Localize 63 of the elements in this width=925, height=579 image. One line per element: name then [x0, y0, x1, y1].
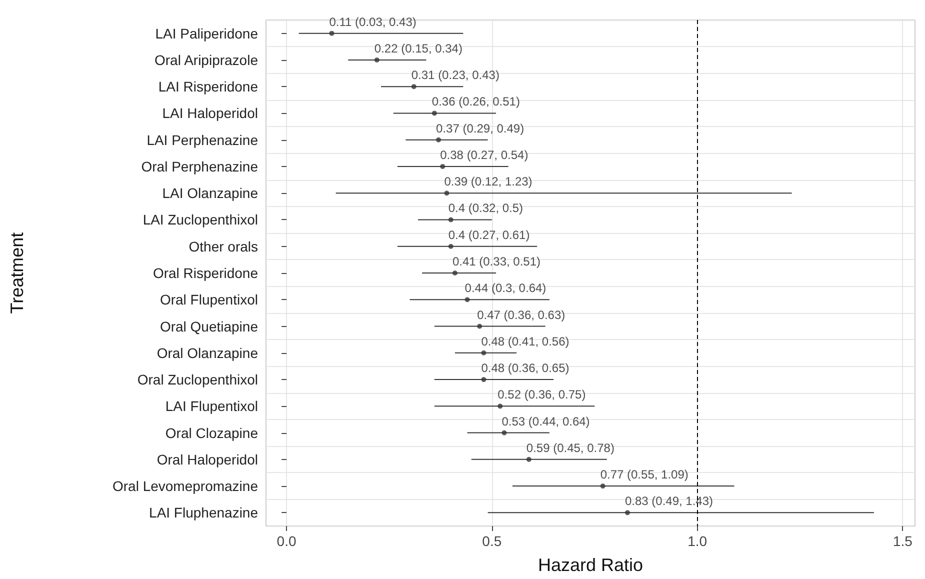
data-label: 0.53 (0.44, 0.64) — [502, 414, 590, 428]
y-tick-label: LAI Perphenazine — [146, 132, 258, 148]
y-tick-label: LAI Risperidone — [158, 78, 258, 95]
point — [448, 244, 454, 249]
point — [526, 456, 532, 462]
data-label: 0.41 (0.33, 0.51) — [452, 254, 541, 268]
y-tick-label: Oral Perphenazine — [141, 158, 258, 174]
y-tick-label: Other orals — [188, 238, 258, 254]
point — [502, 430, 507, 436]
data-label: 0.4 (0.32, 0.5) — [448, 201, 524, 216]
point — [498, 404, 503, 409]
y-tick-label: Oral Levomepromazine — [112, 478, 258, 494]
data-label: 0.11 (0.03, 0.43) — [329, 14, 416, 29]
y-tick-label: Oral Flupentixol — [160, 292, 258, 308]
y-axis-title: Treatment — [7, 232, 27, 314]
data-label: 0.39 (0.12, 1.23) — [444, 174, 532, 189]
point — [411, 84, 416, 90]
point — [464, 297, 470, 302]
y-tick-label: Oral Haloperidol — [156, 451, 258, 468]
y-tick-label: LAI Paliperidone — [155, 25, 258, 42]
point — [432, 110, 437, 116]
y-tick-label: LAI Fluphenazine — [149, 504, 258, 521]
y-tick-label: Oral Zuclopenthixol — [137, 372, 258, 388]
y-tick-label: LAI Zuclopenthixol — [142, 212, 258, 228]
data-label: 0.48 (0.36, 0.65) — [481, 361, 570, 376]
point — [374, 57, 380, 62]
data-label: 0.37 (0.29, 0.49) — [436, 121, 524, 136]
data-label: 0.52 (0.36, 0.75) — [498, 388, 586, 402]
data-label: 0.48 (0.41, 0.56) — [481, 334, 570, 348]
point — [481, 350, 486, 356]
data-label: 0.31 (0.23, 0.43) — [411, 68, 500, 82]
data-label: 0.83 (0.49, 1.43) — [624, 494, 714, 508]
point — [448, 217, 454, 222]
data-label: 0.59 (0.45, 0.78) — [526, 440, 614, 455]
data-label: 0.22 (0.15, 0.34) — [374, 41, 462, 56]
point — [440, 164, 446, 169]
x-tick-label: 0.0 — [276, 533, 296, 549]
point — [600, 484, 606, 489]
point — [329, 30, 334, 36]
y-tick-label: LAI Olanzapine — [162, 185, 258, 202]
data-label: 0.36 (0.26, 0.51) — [432, 94, 520, 109]
y-tick-label: Oral Quetiapine — [160, 318, 258, 334]
x-axis-title: Hazard Ratio — [538, 555, 644, 575]
x-tick-label: 1.5 — [892, 533, 913, 549]
point — [452, 270, 458, 276]
y-tick-label: Oral Aripiprazole — [154, 52, 258, 68]
x-tick-label: 0.5 — [482, 533, 502, 549]
y-tick-label: Oral Clozapine — [165, 424, 258, 441]
y-tick-label: LAI Flupentixol — [165, 398, 258, 414]
data-label: 0.38 (0.27, 0.54) — [440, 148, 528, 162]
point — [477, 324, 482, 329]
data-label: 0.47 (0.36, 0.63) — [477, 308, 566, 322]
point — [624, 510, 630, 516]
x-tick-label: 1.0 — [688, 533, 708, 549]
point — [481, 377, 486, 382]
data-label: 0.44 (0.3, 0.64) — [464, 281, 546, 296]
y-tick-label: LAI Haloperidol — [162, 105, 258, 122]
point — [436, 137, 442, 142]
point — [444, 190, 450, 196]
y-tick-label: Oral Olanzapine — [156, 344, 258, 361]
data-label: 0.77 (0.55, 1.09) — [600, 468, 688, 482]
data-label: 0.4 (0.27, 0.61) — [448, 228, 530, 242]
y-tick-label: Oral Risperidone — [152, 265, 258, 281]
